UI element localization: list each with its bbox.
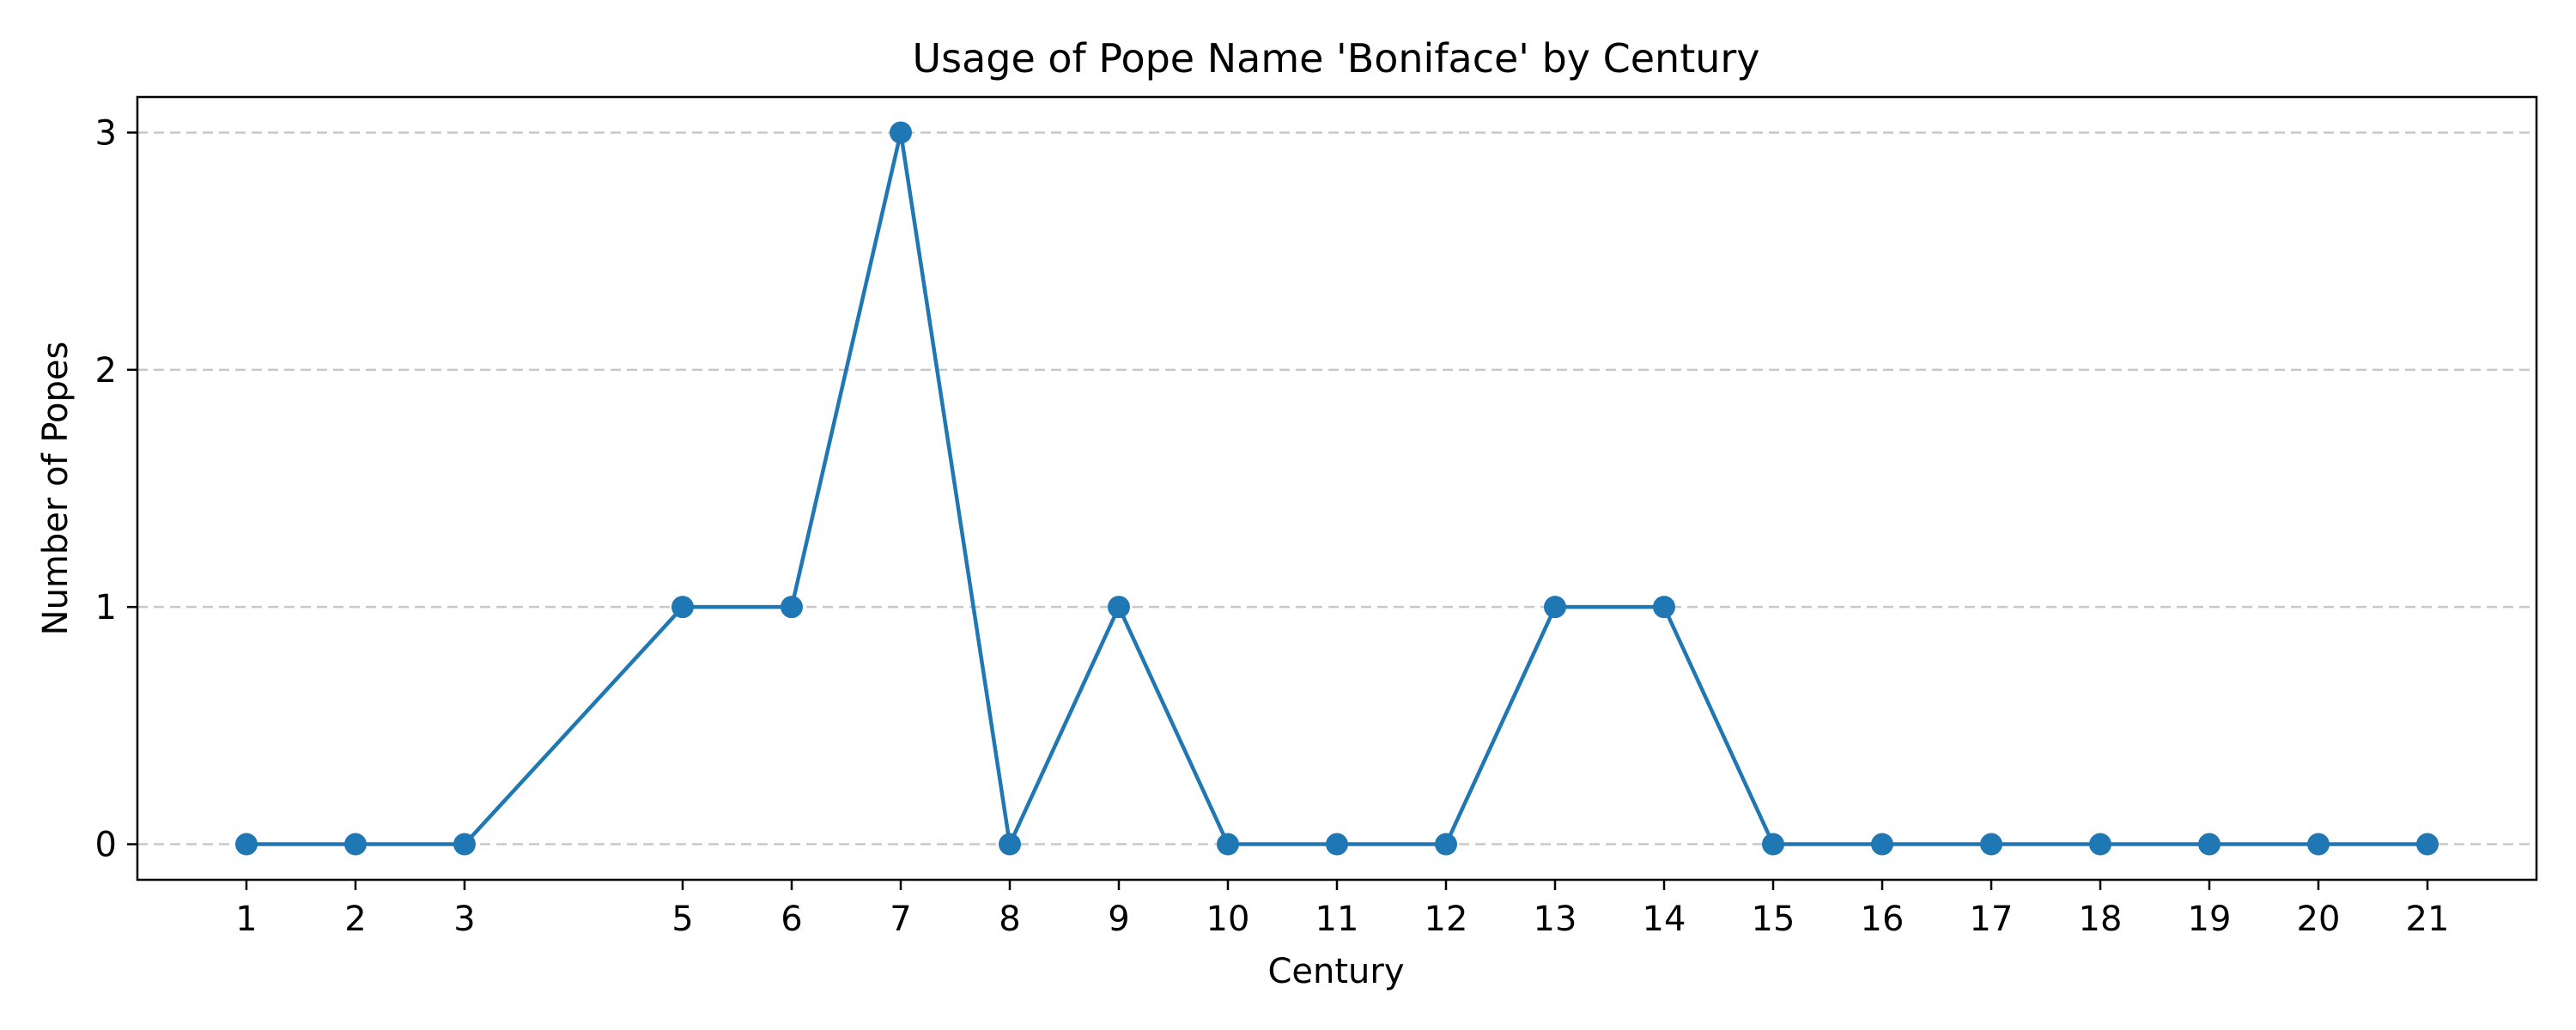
- x-axis-label: Century: [1267, 952, 1404, 991]
- data-point: [235, 833, 258, 856]
- data-point: [781, 596, 803, 619]
- x-tick-label: 17: [1970, 900, 2014, 939]
- y-tick-label: 2: [95, 351, 117, 391]
- x-tick-label: 1: [235, 900, 257, 939]
- series-layer: [235, 121, 2439, 856]
- data-point: [671, 596, 694, 619]
- data-point: [453, 833, 476, 856]
- data-point: [344, 833, 367, 856]
- data-point: [2089, 833, 2111, 856]
- grid-lines: [137, 131, 2537, 845]
- x-tick-label: 15: [1752, 900, 1795, 939]
- data-point: [1435, 833, 1457, 856]
- y-axis-label: Number of Popes: [36, 342, 76, 636]
- data-point: [1326, 833, 1348, 856]
- x-tick-label: 16: [1861, 900, 1905, 939]
- x-tick-label: 10: [1206, 900, 1250, 939]
- x-tick-label: 20: [2297, 900, 2341, 939]
- x-tick-label: 7: [890, 900, 911, 939]
- data-point: [1653, 596, 1675, 619]
- data-point: [1217, 833, 1239, 856]
- x-tick-label: 11: [1315, 900, 1359, 939]
- x-tick-label: 12: [1425, 900, 1468, 939]
- x-tick-label: 14: [1643, 900, 1686, 939]
- x-tick-label: 19: [2188, 900, 2232, 939]
- x-tick-label: 3: [453, 900, 475, 939]
- x-tick-label: 18: [2079, 900, 2123, 939]
- data-point: [1544, 596, 1566, 619]
- data-point: [999, 833, 1021, 856]
- data-point: [890, 121, 912, 144]
- x-tick-label: 13: [1534, 900, 1577, 939]
- y-tick-label: 3: [95, 113, 117, 153]
- data-point: [1871, 833, 1893, 856]
- x-tick-label: 21: [2406, 900, 2450, 939]
- data-point: [2416, 833, 2439, 856]
- series-line: [246, 130, 2427, 846]
- x-tick-label: 9: [1108, 900, 1129, 939]
- x-tick-label: 2: [344, 900, 366, 939]
- y-tick-label: 0: [95, 826, 117, 865]
- x-tick-label: 5: [671, 900, 693, 939]
- data-point: [1762, 833, 1784, 856]
- chart-title: Usage of Pope Name 'Boniface' by Century: [912, 35, 1759, 82]
- x-tick-label: 8: [999, 900, 1020, 939]
- data-point: [2198, 833, 2221, 856]
- x-tick-label: 6: [781, 900, 802, 939]
- data-point: [2307, 833, 2330, 856]
- plot-frame: [136, 95, 2538, 882]
- data-point: [1980, 833, 2002, 856]
- y-tick-label: 1: [95, 588, 117, 627]
- data-point: [1108, 596, 1130, 619]
